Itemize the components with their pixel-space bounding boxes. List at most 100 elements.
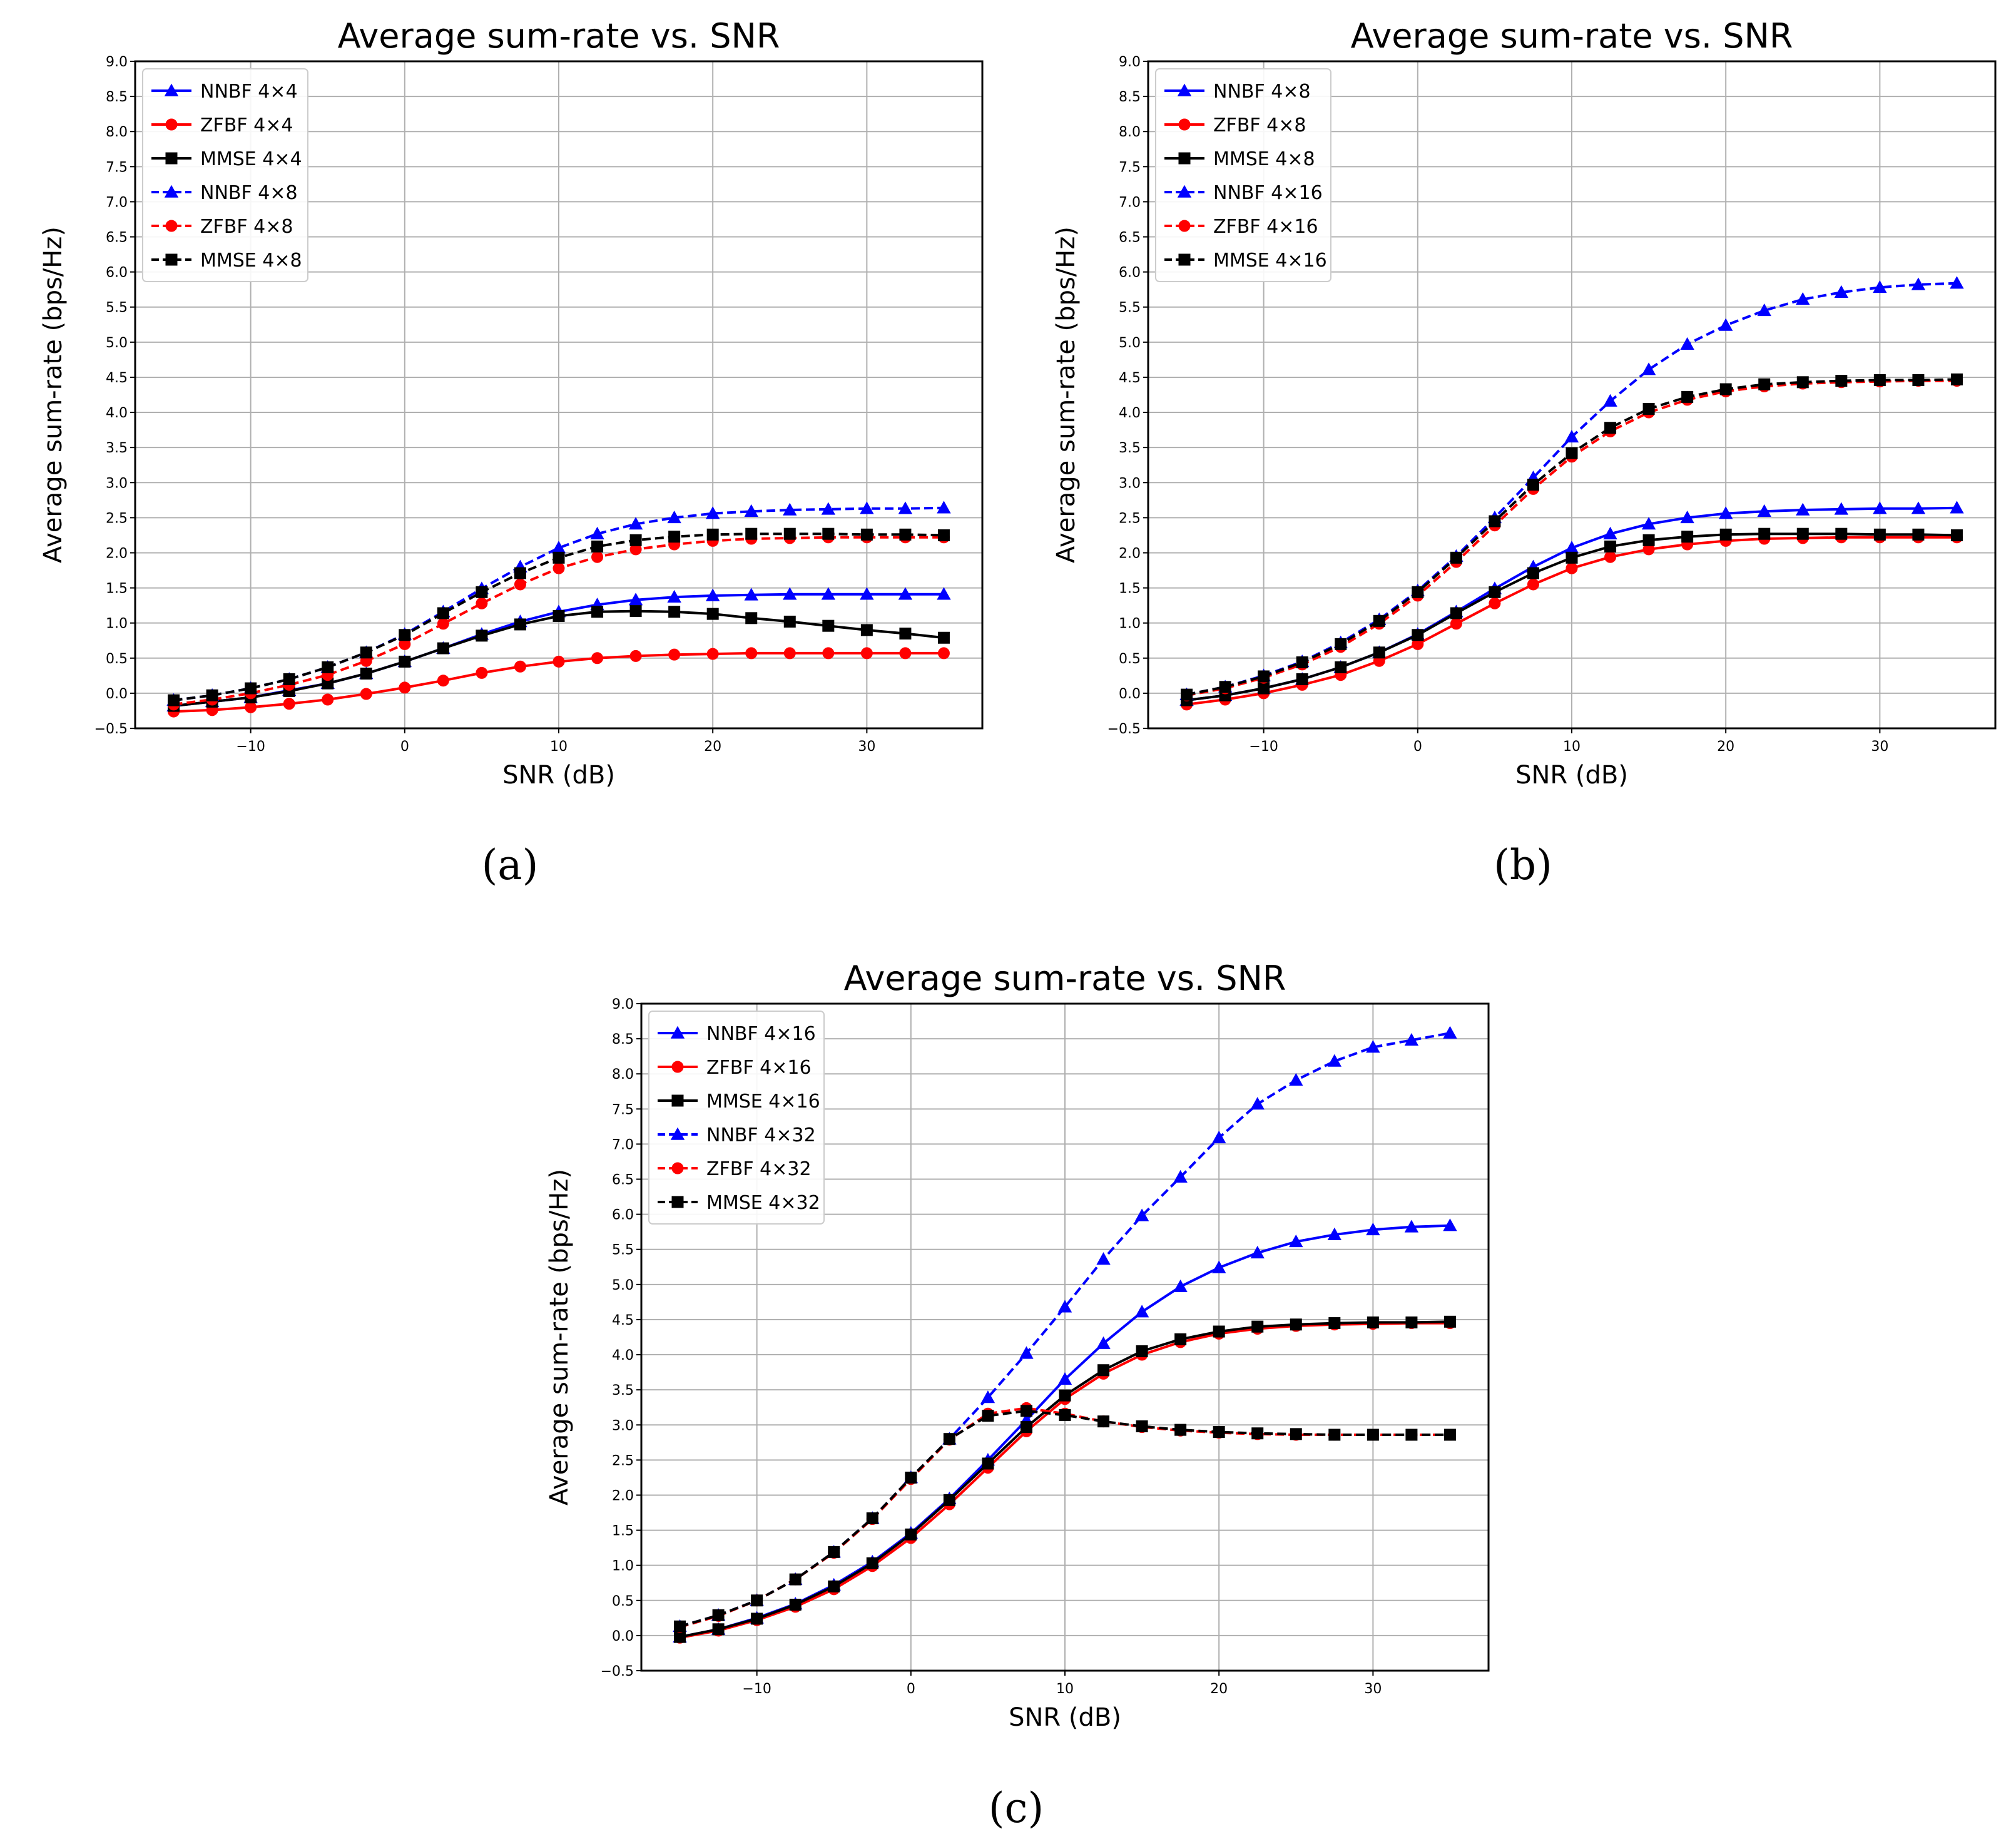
legend-label: NNBF 4×8 <box>200 182 298 204</box>
data-point-triangle <box>1757 303 1771 317</box>
data-point-triangle <box>783 502 797 516</box>
y-tick-label: 3.5 <box>1119 441 1141 456</box>
data-point-square <box>591 540 604 553</box>
data-point-triangle <box>628 517 643 530</box>
data-point-triangle <box>1796 292 1810 305</box>
data-point-triangle <box>1327 1227 1342 1240</box>
data-point-square <box>1758 378 1771 390</box>
data-point-square <box>1097 1364 1110 1377</box>
data-point-triangle <box>860 501 874 514</box>
data-point-square <box>982 1410 994 1422</box>
data-point-square <box>1873 374 1886 386</box>
data-point-circle <box>671 1162 684 1174</box>
data-point-square <box>860 528 873 541</box>
data-point-triangle <box>1019 1346 1034 1359</box>
legend-label: ZFBF 4×32 <box>706 1158 812 1180</box>
x-axis-label: SNR (dB) <box>502 761 615 790</box>
data-point-square <box>1796 527 1809 540</box>
data-point-square <box>552 551 565 564</box>
data-point-circle <box>476 666 488 679</box>
y-tick-label: 5.5 <box>1119 300 1141 316</box>
y-tick-label: 1.5 <box>1119 581 1141 597</box>
y-tick-label: 6.5 <box>1119 230 1141 246</box>
data-point-triangle <box>1873 280 1887 293</box>
y-tick-label: 6.5 <box>612 1173 634 1188</box>
legend-label: NNBF 4×32 <box>706 1124 816 1146</box>
data-point-circle <box>1178 220 1191 232</box>
legend-label: NNBF 4×16 <box>706 1023 816 1045</box>
data-point-square <box>1367 1429 1379 1441</box>
x-tick-label: −10 <box>236 739 265 755</box>
data-point-square <box>1405 1316 1418 1328</box>
y-tick-label: 5.0 <box>612 1278 634 1293</box>
data-point-circle <box>514 578 526 591</box>
data-point-circle <box>822 647 835 660</box>
y-tick-label: 2.5 <box>106 511 128 526</box>
y-tick-label: 4.0 <box>612 1348 634 1363</box>
data-point-square <box>1290 1428 1302 1440</box>
y-tick-label: 3.5 <box>106 441 128 456</box>
data-point-triangle <box>1603 526 1617 539</box>
data-point-square <box>1719 383 1732 395</box>
data-point-circle <box>165 118 178 131</box>
data-point-square <box>1405 1429 1418 1441</box>
data-point-square <box>1219 681 1231 693</box>
data-point-square <box>789 1599 802 1611</box>
data-point-square <box>476 586 488 598</box>
data-point-circle <box>899 647 912 660</box>
panel-label: (a) <box>482 841 539 889</box>
legend-box <box>142 68 308 282</box>
y-tick-label: 7.5 <box>106 160 128 175</box>
data-point-square <box>552 609 565 622</box>
data-point-square <box>591 606 604 618</box>
legend-label: NNBF 4×16 <box>1213 182 1323 204</box>
y-tick-label: 0.5 <box>612 1594 634 1609</box>
plot-frame <box>1147 60 1997 730</box>
data-point-square <box>1178 152 1191 165</box>
x-axis-label: SNR (dB) <box>1515 761 1628 790</box>
data-point-square <box>1097 1415 1110 1428</box>
data-point-square <box>168 694 180 706</box>
y-tick-label: 1.0 <box>612 1559 634 1574</box>
y-tick-label: −0.5 <box>94 721 128 737</box>
data-point-circle <box>1527 578 1539 591</box>
legend-label: ZFBF 4×16 <box>706 1057 812 1079</box>
data-point-triangle <box>1834 285 1849 298</box>
legend: NNBF 4×16 ZFBF 4×16 MMSE 4×16 NNBF 4×32 ZFBF… <box>648 1011 825 1225</box>
data-point-square <box>937 631 950 644</box>
data-point-triangle <box>937 587 951 600</box>
data-point-triangle <box>705 506 720 519</box>
y-tick-label: 6.5 <box>106 230 128 246</box>
data-point-circle <box>1450 618 1462 630</box>
y-tick-label: 4.0 <box>1119 405 1141 421</box>
data-point-triangle <box>1289 1072 1303 1086</box>
data-point-square <box>1604 540 1617 553</box>
data-point-square <box>822 527 835 540</box>
y-tick-label: 6.0 <box>106 265 128 281</box>
data-point-square <box>828 1546 840 1558</box>
data-point-square <box>1367 1316 1379 1328</box>
chart-panel-b: −0.5 0.0 0.5 1.0 1.5 2.0 2.5 3.0 3.5 4.0 4.5 5.0 5.5… <box>1052 16 1997 889</box>
data-point-circle <box>706 648 719 660</box>
data-point-square <box>1565 447 1578 459</box>
series-line <box>679 1409 1450 1628</box>
data-point-circle <box>937 647 950 660</box>
y-tick-label: 9.0 <box>612 997 634 1012</box>
legend-label: MMSE 4×32 <box>706 1192 820 1214</box>
chart-title: Average sum-rate vs. SNR <box>338 16 780 56</box>
data-point-square <box>1136 1345 1148 1357</box>
data-point-triangle <box>1641 362 1656 375</box>
data-point-triangle <box>628 593 643 606</box>
data-point-square <box>1412 629 1424 641</box>
data-point-triangle <box>898 587 913 600</box>
data-point-circle <box>552 562 565 574</box>
data-point-triangle <box>1911 277 1926 290</box>
legend-label: MMSE 4×16 <box>1213 250 1327 272</box>
data-point-circle <box>1178 118 1191 131</box>
y-tick-label: 2.0 <box>1119 546 1141 561</box>
data-point-square <box>828 1580 840 1592</box>
data-point-triangle <box>821 587 836 600</box>
data-point-triangle <box>1057 1300 1072 1313</box>
y-tick-label: 0.0 <box>1119 686 1141 702</box>
x-tick-label: 10 <box>1056 1681 1074 1697</box>
